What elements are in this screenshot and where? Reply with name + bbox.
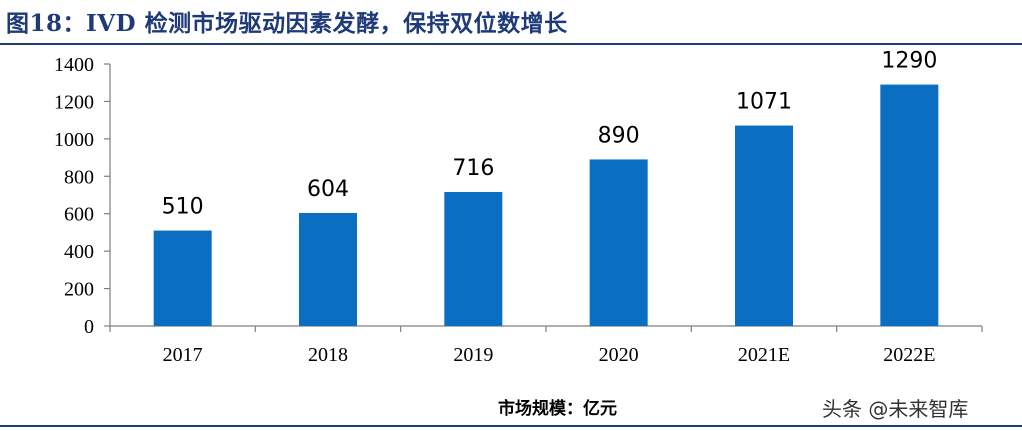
y-tick-label: 1400 bbox=[54, 54, 94, 76]
y-tick-label: 0 bbox=[84, 316, 94, 338]
bar bbox=[735, 125, 793, 326]
data-label: 1071 bbox=[736, 90, 792, 115]
bar bbox=[299, 212, 357, 326]
x-tick-label: 2019 bbox=[453, 344, 493, 366]
y-tick-label: 600 bbox=[64, 204, 94, 226]
data-label: 1290 bbox=[881, 49, 937, 74]
data-label: 716 bbox=[452, 156, 494, 181]
unit-label: 市场规模：亿元 bbox=[498, 399, 617, 419]
y-tick-label: 800 bbox=[64, 166, 94, 188]
x-tick-label: 2018 bbox=[308, 344, 348, 366]
bar bbox=[153, 230, 212, 326]
x-tick-label: 2021E bbox=[738, 344, 790, 366]
x-tick-label: 2022E bbox=[883, 344, 935, 366]
data-label: 890 bbox=[598, 123, 640, 148]
data-label: 510 bbox=[162, 195, 204, 220]
watermark: 头条 @未来智库 bbox=[822, 397, 969, 421]
data-label: 604 bbox=[307, 177, 349, 202]
bar bbox=[880, 84, 939, 326]
title-divider bbox=[0, 43, 1022, 45]
x-tick-label: 2017 bbox=[163, 344, 203, 366]
y-tick-label: 400 bbox=[64, 241, 94, 263]
x-tick-label: 2020 bbox=[599, 344, 639, 366]
bottom-divider bbox=[0, 425, 1022, 427]
bar bbox=[589, 159, 648, 326]
bar bbox=[444, 192, 503, 326]
y-tick-label: 1000 bbox=[54, 129, 94, 151]
y-tick-label: 1200 bbox=[54, 91, 94, 113]
y-tick-label: 200 bbox=[64, 279, 94, 301]
chart-title: 图18：IVD 检测市场驱动因素发酵，保持双位数增长 bbox=[6, 10, 568, 37]
